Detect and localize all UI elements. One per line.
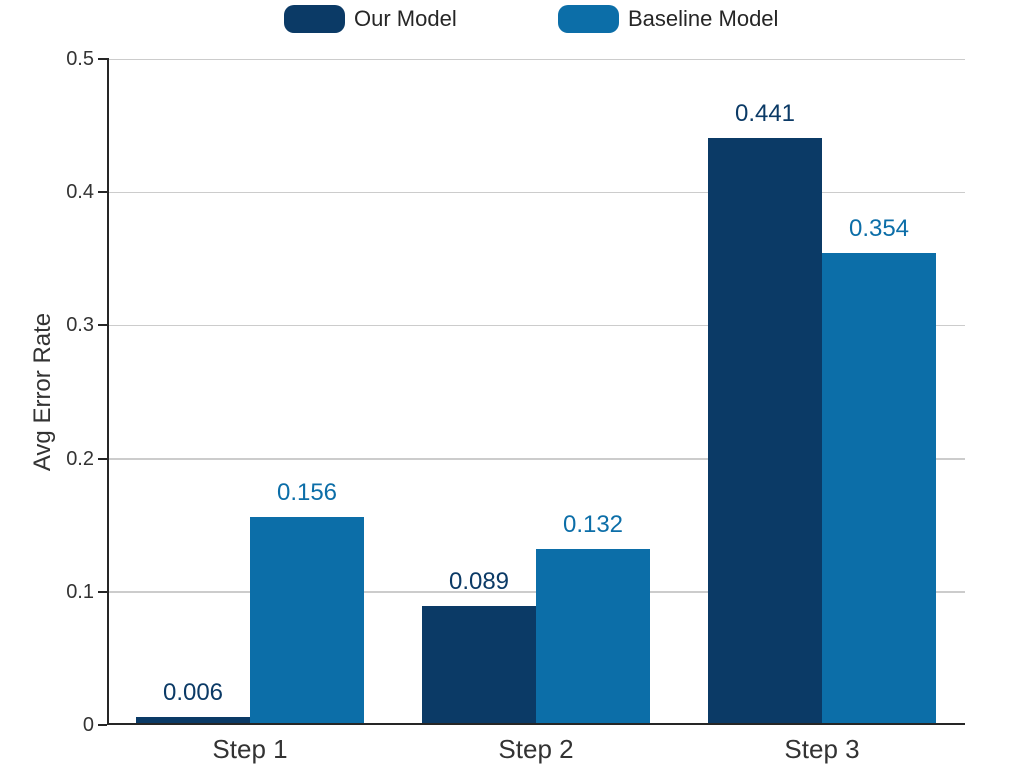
- value-label-baseline-model-step-2: 0.132: [562, 511, 624, 539]
- y-axis-spine: [107, 58, 109, 725]
- x-tick-label-step-3: Step 3: [784, 734, 860, 764]
- legend-swatch-our-model: [284, 5, 345, 33]
- y-tick-0: [98, 724, 107, 726]
- gridline-0.4: [107, 191, 965, 194]
- legend-label-our-model: Our Model: [354, 6, 457, 31]
- plot-area: 0 0.1 0.2 0.3 0.4 0.5 0.006 0.156 Step 1 0.089 0.1…: [66, 48, 965, 764]
- gridline-0.3: [107, 324, 965, 327]
- value-label-baseline-model-step-1: 0.156: [276, 479, 338, 507]
- y-tick-0.4: [98, 191, 107, 194]
- y-tick-0.1: [98, 590, 107, 593]
- x-axis-spine: [107, 723, 965, 725]
- bar-baseline-model-step-1: [250, 517, 364, 725]
- y-tick-0.3: [98, 324, 107, 327]
- y-tick-label-0.2: 0.2: [66, 447, 94, 470]
- y-tick-label-0.5: 0.5: [66, 48, 94, 70]
- y-tick-label-0: 0: [82, 714, 94, 736]
- gridline-0.2: [107, 458, 965, 460]
- y-tick-label-0.4: 0.4: [66, 181, 94, 204]
- value-label-our-model-step-2: 0.089: [448, 568, 510, 596]
- legend-item-baseline-model: Baseline Model: [558, 5, 778, 33]
- bar-our-model-step-3: [708, 137, 822, 725]
- bar-baseline-model-step-3: [822, 253, 936, 725]
- y-tick-label-0.3: 0.3: [66, 314, 94, 337]
- value-label-baseline-model-step-3: 0.354: [848, 215, 910, 243]
- bar-our-model-step-2: [422, 606, 536, 725]
- x-tick-label-step-2: Step 2: [498, 734, 574, 764]
- legend-item-our-model: Our Model: [284, 5, 457, 33]
- y-tick-label-0.1: 0.1: [66, 580, 94, 603]
- bar-our-model-step-1: [136, 717, 250, 725]
- legend-label-baseline-model: Baseline Model: [628, 6, 779, 31]
- y-axis-title: Avg Error Rate: [29, 312, 56, 472]
- value-label-our-model-step-1: 0.006: [162, 679, 224, 707]
- value-label-our-model-step-3: 0.441: [734, 99, 796, 127]
- y-tick-0.5: [98, 58, 107, 60]
- bar-baseline-model-step-2: [536, 549, 650, 725]
- x-tick-label-step-1: Step 1: [212, 734, 288, 764]
- y-tick-0.2: [98, 457, 107, 460]
- legend-swatch-baseline-model: [558, 5, 619, 33]
- gridline-0.5: [107, 58, 965, 60]
